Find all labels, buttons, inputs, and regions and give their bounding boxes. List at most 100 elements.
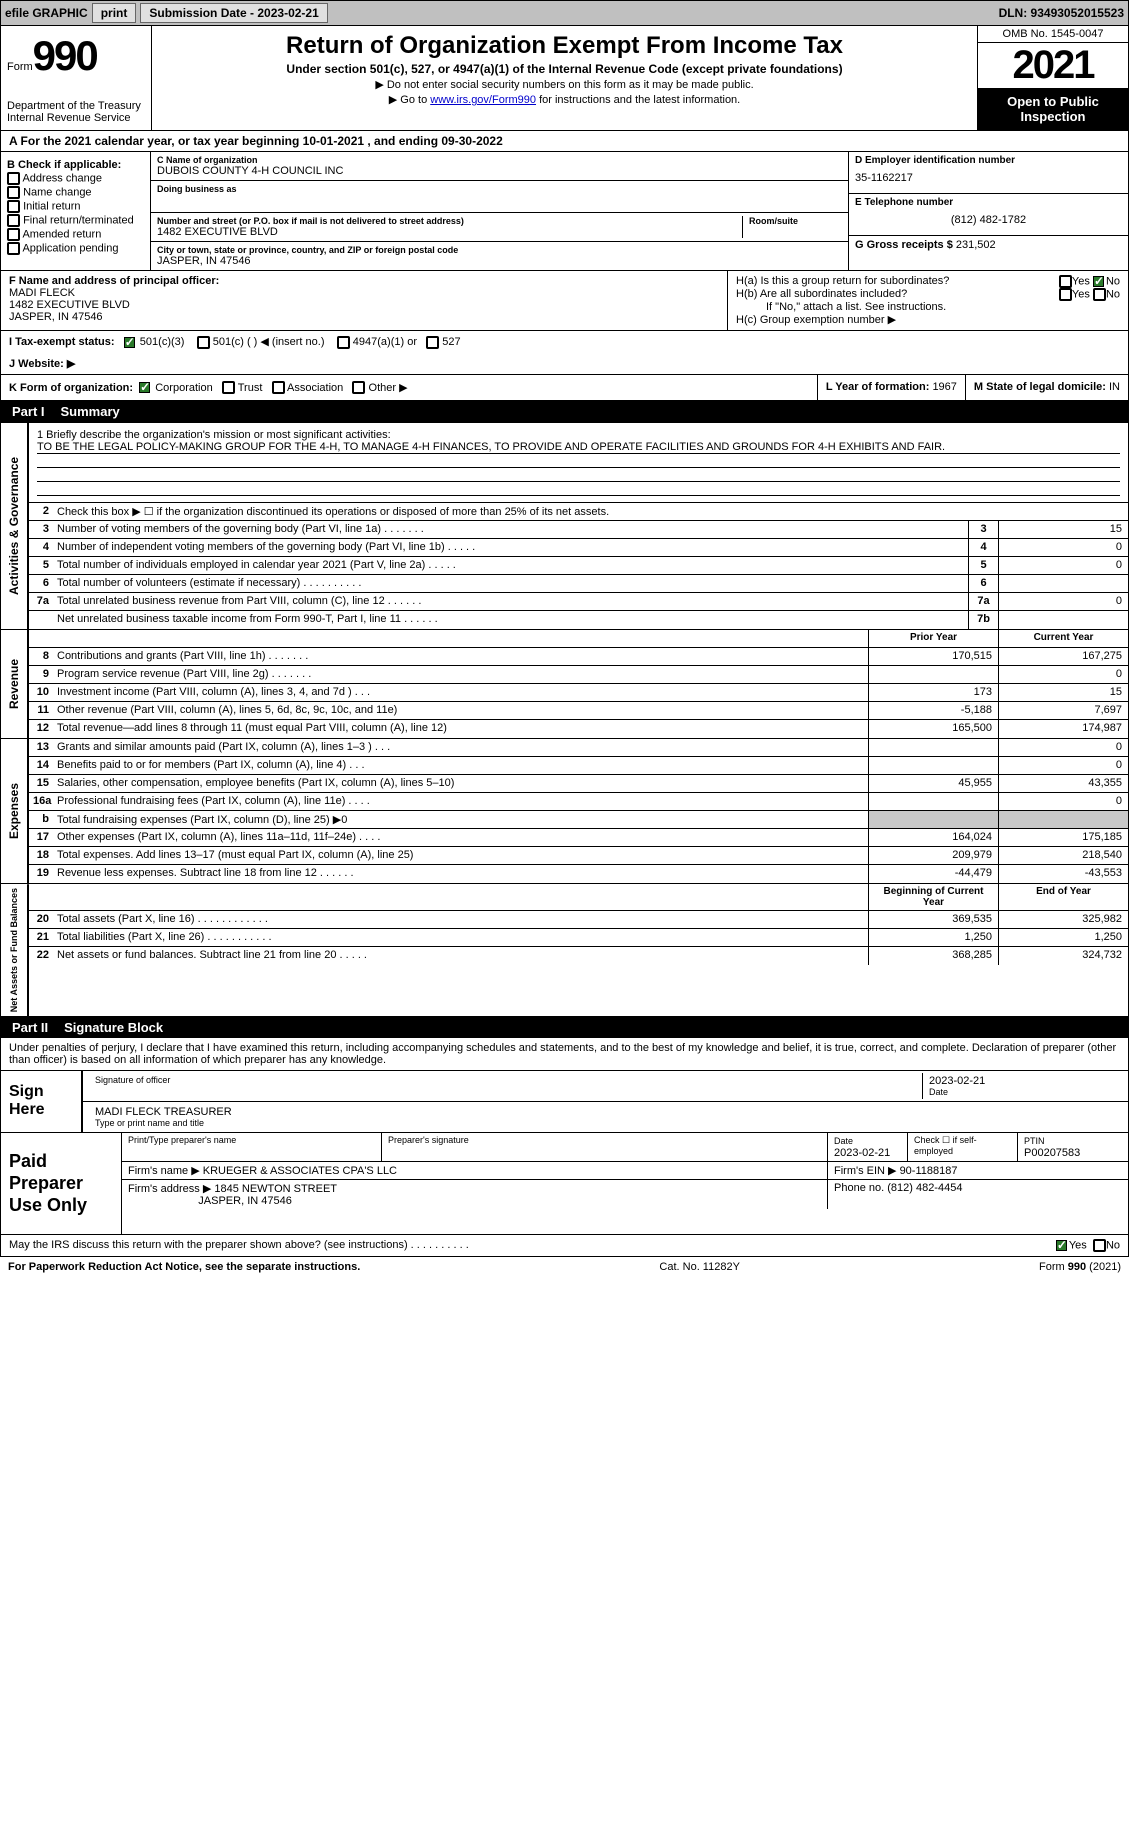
data-line: 21Total liabilities (Part X, line 26) . … bbox=[29, 929, 1128, 947]
association-checkbox[interactable] bbox=[272, 381, 285, 394]
firm-phone-label: Phone no. bbox=[834, 1182, 884, 1194]
mission-text: TO BE THE LEGAL POLICY-MAKING GROUP FOR … bbox=[37, 441, 1120, 454]
footer-catno: Cat. No. 11282Y bbox=[659, 1261, 740, 1273]
open-inspection: Open to Public Inspection bbox=[978, 88, 1128, 130]
form-header: Form990 Department of the Treasury Inter… bbox=[0, 26, 1129, 131]
part-1-header: Part I Summary bbox=[0, 401, 1129, 422]
header-left: Form990 Department of the Treasury Inter… bbox=[1, 26, 151, 130]
vtab-netassets: Net Assets or Fund Balances bbox=[1, 884, 29, 1016]
state-domicile: IN bbox=[1109, 381, 1120, 393]
website-label: J Website: ▶ bbox=[9, 358, 75, 370]
ssn-note: ▶ Do not enter social security numbers o… bbox=[158, 78, 971, 91]
initial-return-checkbox[interactable] bbox=[7, 200, 20, 213]
ptin-value: P00207583 bbox=[1024, 1147, 1080, 1159]
data-line: 19Revenue less expenses. Subtract line 1… bbox=[29, 865, 1128, 883]
hb-yes-checkbox[interactable] bbox=[1059, 288, 1072, 301]
footer-left: For Paperwork Reduction Act Notice, see … bbox=[8, 1261, 360, 1273]
data-line: 22Net assets or fund balances. Subtract … bbox=[29, 947, 1128, 965]
boy-header: Beginning of Current Year bbox=[868, 884, 998, 910]
discuss-no-checkbox[interactable] bbox=[1093, 1239, 1106, 1252]
other-checkbox[interactable] bbox=[352, 381, 365, 394]
application-pending-checkbox[interactable] bbox=[7, 242, 20, 255]
discuss-yes-checkbox[interactable] bbox=[1056, 1240, 1067, 1251]
527-checkbox[interactable] bbox=[426, 336, 439, 349]
data-line: 18Total expenses. Add lines 13–17 (must … bbox=[29, 847, 1128, 865]
phone-label: E Telephone number bbox=[855, 197, 1122, 208]
part-1-num: Part I bbox=[12, 404, 45, 419]
page-footer: For Paperwork Reduction Act Notice, see … bbox=[0, 1257, 1129, 1277]
data-line: 13Grants and similar amounts paid (Part … bbox=[29, 739, 1128, 757]
gross-receipts-label: G Gross receipts $ bbox=[855, 239, 953, 251]
firm-addr1: 1845 NEWTON STREET bbox=[214, 1183, 337, 1195]
ha-no-checkbox[interactable] bbox=[1093, 276, 1104, 287]
name-change-checkbox[interactable] bbox=[7, 186, 20, 199]
sig-officer-label: Signature of officer bbox=[95, 1075, 916, 1085]
data-line: 8Contributions and grants (Part VIII, li… bbox=[29, 648, 1128, 666]
prep-sig-label: Preparer's signature bbox=[388, 1135, 821, 1145]
omb-number: OMB No. 1545-0047 bbox=[978, 26, 1128, 43]
summary-netassets: Net Assets or Fund Balances Beginning of… bbox=[0, 884, 1129, 1017]
dba-label: Doing business as bbox=[157, 184, 842, 194]
gov-line: 4Number of independent voting members of… bbox=[29, 539, 1128, 557]
self-employed-check[interactable]: Check ☐ if self-employed bbox=[908, 1133, 1018, 1161]
room-label: Room/suite bbox=[749, 216, 842, 226]
gov-line: 6Total number of volunteers (estimate if… bbox=[29, 575, 1128, 593]
prep-date: 2023-02-21 bbox=[834, 1147, 890, 1159]
section-i: I Tax-exempt status: 501(c)(3) 501(c) ( … bbox=[0, 331, 1129, 353]
col-k-form-org: K Form of organization: Corporation Trus… bbox=[1, 375, 818, 401]
form-org-label: K Form of organization: bbox=[9, 382, 133, 394]
vtab-governance: Activities & Governance bbox=[1, 423, 29, 629]
org-city: JASPER, IN 47546 bbox=[157, 255, 842, 267]
gross-receipts-value: 231,502 bbox=[956, 239, 996, 251]
firm-ein-label: Firm's EIN ▶ bbox=[834, 1165, 897, 1177]
tax-year: 2021 bbox=[978, 43, 1128, 88]
prep-name-label: Print/Type preparer's name bbox=[128, 1135, 375, 1145]
paid-preparer-label: Paid Preparer Use Only bbox=[1, 1133, 121, 1234]
form-title: Return of Organization Exempt From Incom… bbox=[158, 32, 971, 60]
print-button[interactable]: print bbox=[92, 3, 137, 23]
signature-block: Under penalties of perjury, I declare th… bbox=[0, 1038, 1129, 1257]
trust-checkbox[interactable] bbox=[222, 381, 235, 394]
data-line: 14Benefits paid to or for members (Part … bbox=[29, 757, 1128, 775]
ha-yes-checkbox[interactable] bbox=[1059, 275, 1072, 288]
col-b-header: B Check if applicable: bbox=[7, 159, 121, 171]
part-1-title: Summary bbox=[61, 404, 120, 419]
4947-checkbox[interactable] bbox=[337, 336, 350, 349]
sig-date: 2023-02-21 bbox=[929, 1075, 1116, 1087]
data-line: 11Other revenue (Part VIII, column (A), … bbox=[29, 702, 1128, 720]
hb-note: If "No," attach a list. See instructions… bbox=[736, 301, 1120, 313]
vtab-revenue: Revenue bbox=[1, 630, 29, 738]
ein-label: D Employer identification number bbox=[855, 155, 1122, 166]
corporation-checkbox[interactable] bbox=[139, 382, 150, 393]
amended-return-checkbox[interactable] bbox=[7, 228, 20, 241]
efile-label: efile GRAPHIC bbox=[5, 6, 88, 20]
501c3-checkbox[interactable] bbox=[124, 337, 135, 348]
501c-checkbox[interactable] bbox=[197, 336, 210, 349]
org-address: 1482 EXECUTIVE BLVD bbox=[157, 226, 742, 238]
tax-exempt-label: I Tax-exempt status: bbox=[9, 336, 115, 348]
hb-no-checkbox[interactable] bbox=[1093, 288, 1106, 301]
part-2-title: Signature Block bbox=[64, 1020, 163, 1035]
irs-link[interactable]: www.irs.gov/Form990 bbox=[430, 94, 536, 106]
hc-label: H(c) Group exemption number ▶ bbox=[736, 313, 1120, 326]
final-return-checkbox[interactable] bbox=[7, 214, 20, 227]
firm-addr2: JASPER, IN 47546 bbox=[198, 1195, 292, 1207]
address-change-checkbox[interactable] bbox=[7, 172, 20, 185]
dln-label: DLN: 93493052015523 bbox=[999, 6, 1124, 20]
gov-line: 5Total number of individuals employed in… bbox=[29, 557, 1128, 575]
form-subtitle: Under section 501(c), 527, or 4947(a)(1)… bbox=[158, 62, 971, 76]
year-formation-label: L Year of formation: bbox=[826, 381, 933, 393]
data-line: bTotal fundraising expenses (Part IX, co… bbox=[29, 811, 1128, 829]
line-2-desc: Check this box ▶ ☐ if the organization d… bbox=[53, 503, 1128, 520]
col-c-org-info: C Name of organization DUBOIS COUNTY 4-H… bbox=[151, 152, 848, 270]
officer-addr: 1482 EXECUTIVE BLVD bbox=[9, 299, 719, 311]
firm-name-label: Firm's name ▶ bbox=[128, 1165, 200, 1177]
ein-value: 35-1162217 bbox=[855, 166, 1122, 190]
form-number: 990 bbox=[33, 32, 97, 79]
row-a-tax-year: A For the 2021 calendar year, or tax yea… bbox=[0, 131, 1129, 152]
col-d-through-g: D Employer identification number 35-1162… bbox=[848, 152, 1128, 270]
header-center: Return of Organization Exempt From Incom… bbox=[151, 26, 978, 130]
goto-note: ▶ Go to www.irs.gov/Form990 for instruct… bbox=[158, 93, 971, 106]
gov-line: Net unrelated business taxable income fr… bbox=[29, 611, 1128, 629]
section-f-h: F Name and address of principal officer:… bbox=[0, 271, 1129, 331]
